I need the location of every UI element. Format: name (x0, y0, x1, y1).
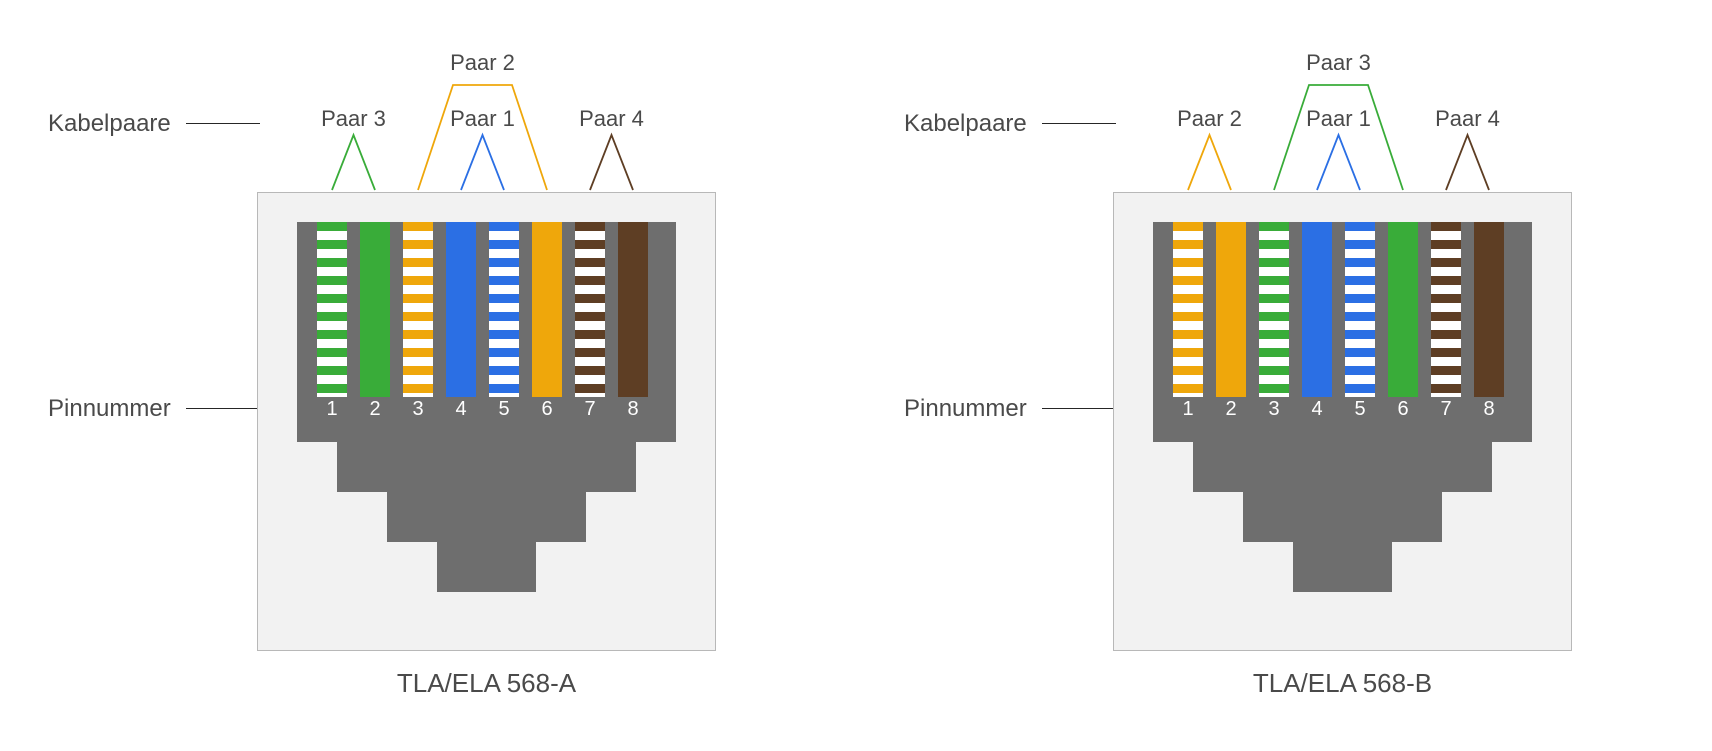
wire-pin-8 (1474, 222, 1504, 397)
pair-bracket-3 (1274, 85, 1403, 190)
pin-number-8: 8 (1474, 398, 1504, 421)
pair-label-3: Paar 3 (1299, 50, 1379, 76)
pair-label-1: Paar 1 (1299, 106, 1379, 132)
wire-pin-1 (1173, 222, 1203, 397)
wire-pin-1 (317, 222, 347, 397)
wire-pin-3 (403, 222, 433, 397)
wire-pin-5 (1345, 222, 1375, 397)
wire-pin-7 (1431, 222, 1461, 397)
kabelpaare-label: Kabelpaare (48, 110, 171, 138)
diagram-568a: Kabelpaare Pinnummer Paar 3 Paar 2 Paar 1 Paa… (0, 0, 856, 751)
wire-pin-8 (618, 222, 648, 397)
diagram-568b: Kabelpaare Pinnummer Paar 2 Paar 3 Paar 1 Paa… (856, 0, 1712, 751)
pair-bracket-4 (1446, 135, 1489, 190)
pin-number-2: 2 (1216, 398, 1246, 421)
pin-number-2: 2 (360, 398, 390, 421)
pair-label-4: Paar 4 (1428, 106, 1508, 132)
pair-bracket-1 (461, 135, 504, 190)
pin-number-7: 7 (1431, 398, 1461, 421)
pair-bracket-4 (590, 135, 633, 190)
pair-label-3: Paar 3 (314, 106, 394, 132)
pin-number-5: 5 (1345, 398, 1375, 421)
pin-number-4: 4 (1302, 398, 1332, 421)
pin-number-8: 8 (618, 398, 648, 421)
wire-pin-5 (489, 222, 519, 397)
kabelpaare-label: Kabelpaare (904, 110, 1027, 138)
pin-number-1: 1 (1173, 398, 1203, 421)
pair-lines (856, 0, 1712, 200)
pair-label-2: Paar 2 (443, 50, 523, 76)
pin-number-3: 3 (403, 398, 433, 421)
wire-pin-6 (532, 222, 562, 397)
pin-number-7: 7 (575, 398, 605, 421)
pair-bracket-3 (332, 135, 375, 190)
pair-bracket-2 (418, 85, 547, 190)
kabelpaare-leader (1042, 123, 1116, 124)
wire-pin-2 (1216, 222, 1246, 397)
pin-number-6: 6 (1388, 398, 1418, 421)
pair-bracket-2 (1188, 135, 1231, 190)
pair-lines (0, 0, 856, 200)
pin-number-6: 6 (532, 398, 562, 421)
pin-number-4: 4 (446, 398, 476, 421)
wire-pin-6 (1388, 222, 1418, 397)
wire-pin-2 (360, 222, 390, 397)
pin-number-3: 3 (1259, 398, 1289, 421)
pinnummer-label: Pinnummer (904, 395, 1027, 423)
caption: TLA/ELA 568-A (257, 668, 716, 699)
wire-pin-7 (575, 222, 605, 397)
kabelpaare-leader (186, 123, 260, 124)
wire-pin-4 (1302, 222, 1332, 397)
pinnummer-label: Pinnummer (48, 395, 171, 423)
pair-label-4: Paar 4 (572, 106, 652, 132)
wire-pin-3 (1259, 222, 1289, 397)
pin-number-5: 5 (489, 398, 519, 421)
caption: TLA/ELA 568-B (1113, 668, 1572, 699)
pair-label-1: Paar 1 (443, 106, 523, 132)
pair-label-2: Paar 2 (1170, 106, 1250, 132)
pair-bracket-1 (1317, 135, 1360, 190)
pin-number-1: 1 (317, 398, 347, 421)
wire-pin-4 (446, 222, 476, 397)
